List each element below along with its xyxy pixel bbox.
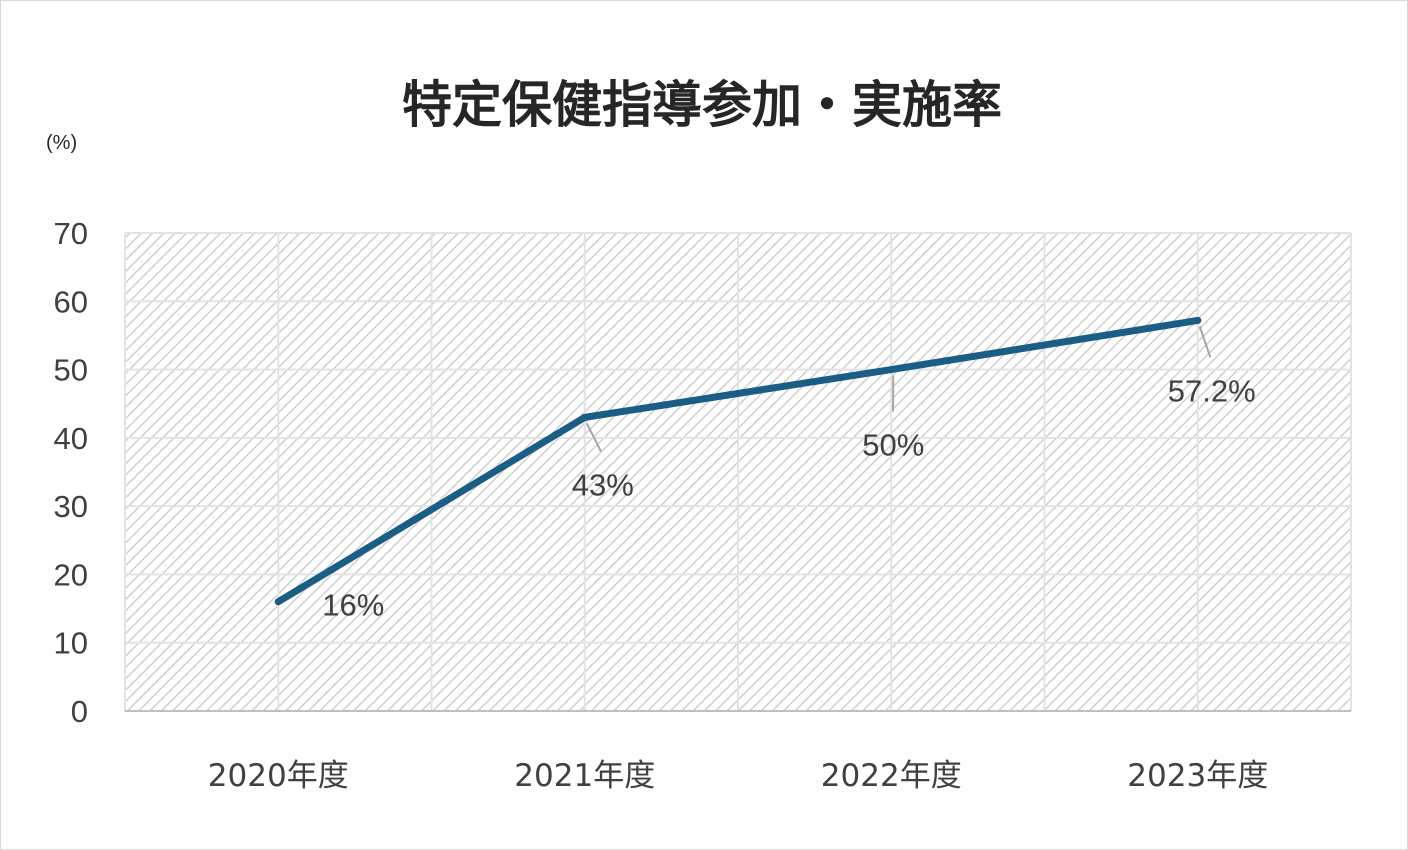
x-tick-label-3: 2023年度 (1127, 758, 1268, 794)
data-label-1: 43% (572, 467, 634, 502)
y-axis-tick-labels: 0 10 20 30 40 50 60 70 (54, 216, 88, 729)
leader-line-1 (585, 422, 602, 452)
y-tick-label-3: 30 (54, 489, 88, 524)
data-point-1 (581, 413, 589, 421)
x-tick-label-2: 2022年度 (821, 758, 962, 794)
x-tick-label-1: 2021年度 (514, 758, 655, 794)
data-label-2: 50% (862, 428, 924, 463)
data-labels: 16% 43% 50% 57.2% (322, 373, 1255, 622)
series-line-0 (274, 316, 1202, 606)
x-tick-label-0: 2020年度 (208, 758, 349, 794)
y-tick-label-5: 50 (54, 353, 88, 388)
data-label-3: 57.2% (1168, 373, 1256, 408)
y-tick-label-7: 70 (54, 216, 88, 251)
x-axis-tick-labels: 2020年度 2021年度 2022年度 2023年度 (208, 758, 1268, 794)
data-point-3 (1194, 316, 1202, 324)
y-tick-label-0: 0 (71, 694, 88, 729)
y-tick-label-6: 60 (54, 284, 88, 319)
data-label-0: 16% (322, 588, 384, 623)
series-line-group (274, 316, 1202, 606)
leader-line-3 (1198, 326, 1212, 358)
chart-title: 特定保健指導参加・実施率 (402, 76, 1002, 134)
y-axis-unit-label: (%) (46, 132, 77, 154)
data-label-leader-lines (585, 326, 1212, 452)
vertical-gridlines (124, 233, 1352, 711)
data-point-0 (274, 598, 282, 606)
y-tick-label-4: 40 (54, 421, 88, 456)
data-point-2 (887, 366, 895, 374)
y-tick-label-2: 20 (54, 557, 88, 592)
y-tick-label-1: 10 (54, 626, 88, 661)
